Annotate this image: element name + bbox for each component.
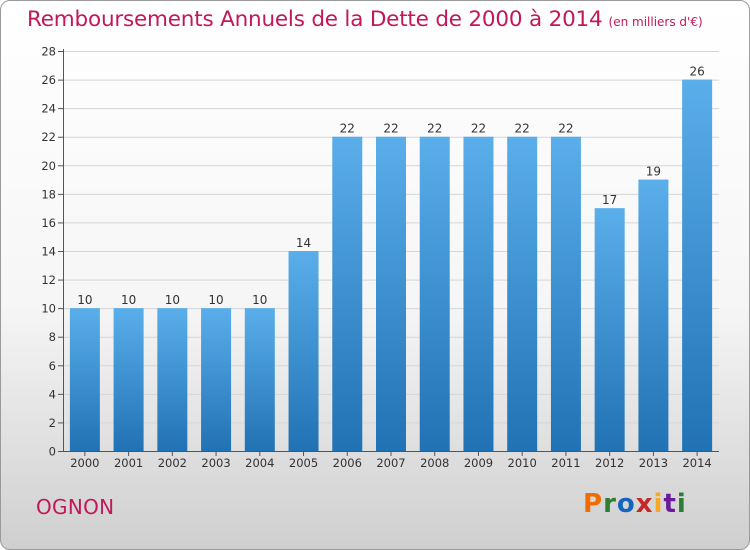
bar-2004 <box>244 308 275 451</box>
y-tick-label: 4 <box>49 387 56 401</box>
x-tick-label: 2014 <box>682 456 711 470</box>
bar-value-label: 10 <box>77 293 92 307</box>
x-tick-label: 2012 <box>595 456 624 470</box>
x-tick-label: 2011 <box>551 456 580 470</box>
x-tick-label: 2007 <box>376 456 405 470</box>
chart-title-unit: (en milliers d'€) <box>608 15 703 29</box>
bar-2010 <box>507 136 538 451</box>
bar-2011 <box>550 136 581 451</box>
bar-2001 <box>113 308 144 451</box>
y-tick-label: 20 <box>41 159 56 173</box>
y-tick-label: 6 <box>49 359 56 373</box>
x-tick-label: 2013 <box>639 456 668 470</box>
commune-name: OGNON <box>36 495 115 519</box>
logo-letter: r <box>603 489 617 519</box>
x-tick-label: 2004 <box>245 456 274 470</box>
bar-2013 <box>638 179 669 452</box>
y-tick-label: 14 <box>41 245 56 259</box>
bar-value-label: 22 <box>471 122 486 136</box>
bar-2005 <box>288 251 319 451</box>
x-tick-label: 2008 <box>420 456 449 470</box>
bar-value-label: 10 <box>165 293 180 307</box>
bar-value-label: 19 <box>646 165 661 179</box>
y-tick-label: 10 <box>41 302 56 316</box>
x-tick-label: 2002 <box>158 456 187 470</box>
x-tick-label: 2000 <box>70 456 99 470</box>
bar-2006 <box>332 136 363 451</box>
y-tick-label: 24 <box>41 102 56 116</box>
x-tick-label: 2001 <box>114 456 143 470</box>
bar-value-label: 17 <box>602 193 617 207</box>
bar-value-label: 22 <box>427 122 442 136</box>
y-tick-label: 22 <box>41 130 56 144</box>
bar-value-label: 14 <box>296 236 311 250</box>
bar-value-label: 26 <box>689 65 704 79</box>
proxiti-logo[interactable]: Proxiti <box>583 489 687 519</box>
y-tick-label: 16 <box>41 216 56 230</box>
logo-letter: x <box>635 489 654 519</box>
bar-value-label: 10 <box>252 293 267 307</box>
y-tick-label: 0 <box>49 445 56 459</box>
logo-letter: t <box>663 489 677 519</box>
bar-2007 <box>376 136 406 451</box>
y-tick-label: 12 <box>41 273 56 287</box>
bar-value-label: 22 <box>558 122 573 136</box>
bar-2014 <box>682 79 713 452</box>
y-tick-label: 2 <box>49 416 56 430</box>
x-tick-label: 2010 <box>508 456 537 470</box>
labels: 10 2000 10 2001 10 2002 10 2003 10 2004 14 2005 22 20… <box>70 65 712 470</box>
bar-value-label: 10 <box>208 293 223 307</box>
bar-value-label: 22 <box>515 122 530 136</box>
y-tick-label: 18 <box>41 187 56 201</box>
x-tick-label: 2003 <box>201 456 230 470</box>
bar-value-label: 10 <box>121 293 136 307</box>
bar-2003 <box>201 308 232 451</box>
logo-letter: i <box>653 489 664 519</box>
chart-title-main: Remboursements Annuels de la Dette de 20… <box>27 7 603 32</box>
logo-letter: P <box>583 489 604 519</box>
x-tick-label: 2006 <box>333 456 362 470</box>
bar-value-label: 22 <box>340 122 355 136</box>
bar-2008 <box>419 136 450 451</box>
bar-2002 <box>157 308 188 451</box>
x-tick-label: 2005 <box>289 456 318 470</box>
bar-2012 <box>594 208 625 451</box>
logo-letter: i <box>676 489 687 519</box>
y-tick-label: 8 <box>49 330 56 344</box>
bar-2000 <box>69 308 100 451</box>
x-tick-label: 2009 <box>464 456 493 470</box>
y-tick-label: 26 <box>41 73 56 87</box>
y-tick-label: 28 <box>41 45 56 59</box>
bar-value-label: 22 <box>383 122 398 136</box>
chart-title: Remboursements Annuels de la Dette de 20… <box>27 7 703 32</box>
bars <box>69 79 713 452</box>
bar-2009 <box>463 136 494 451</box>
logo-letter: o <box>616 489 636 519</box>
